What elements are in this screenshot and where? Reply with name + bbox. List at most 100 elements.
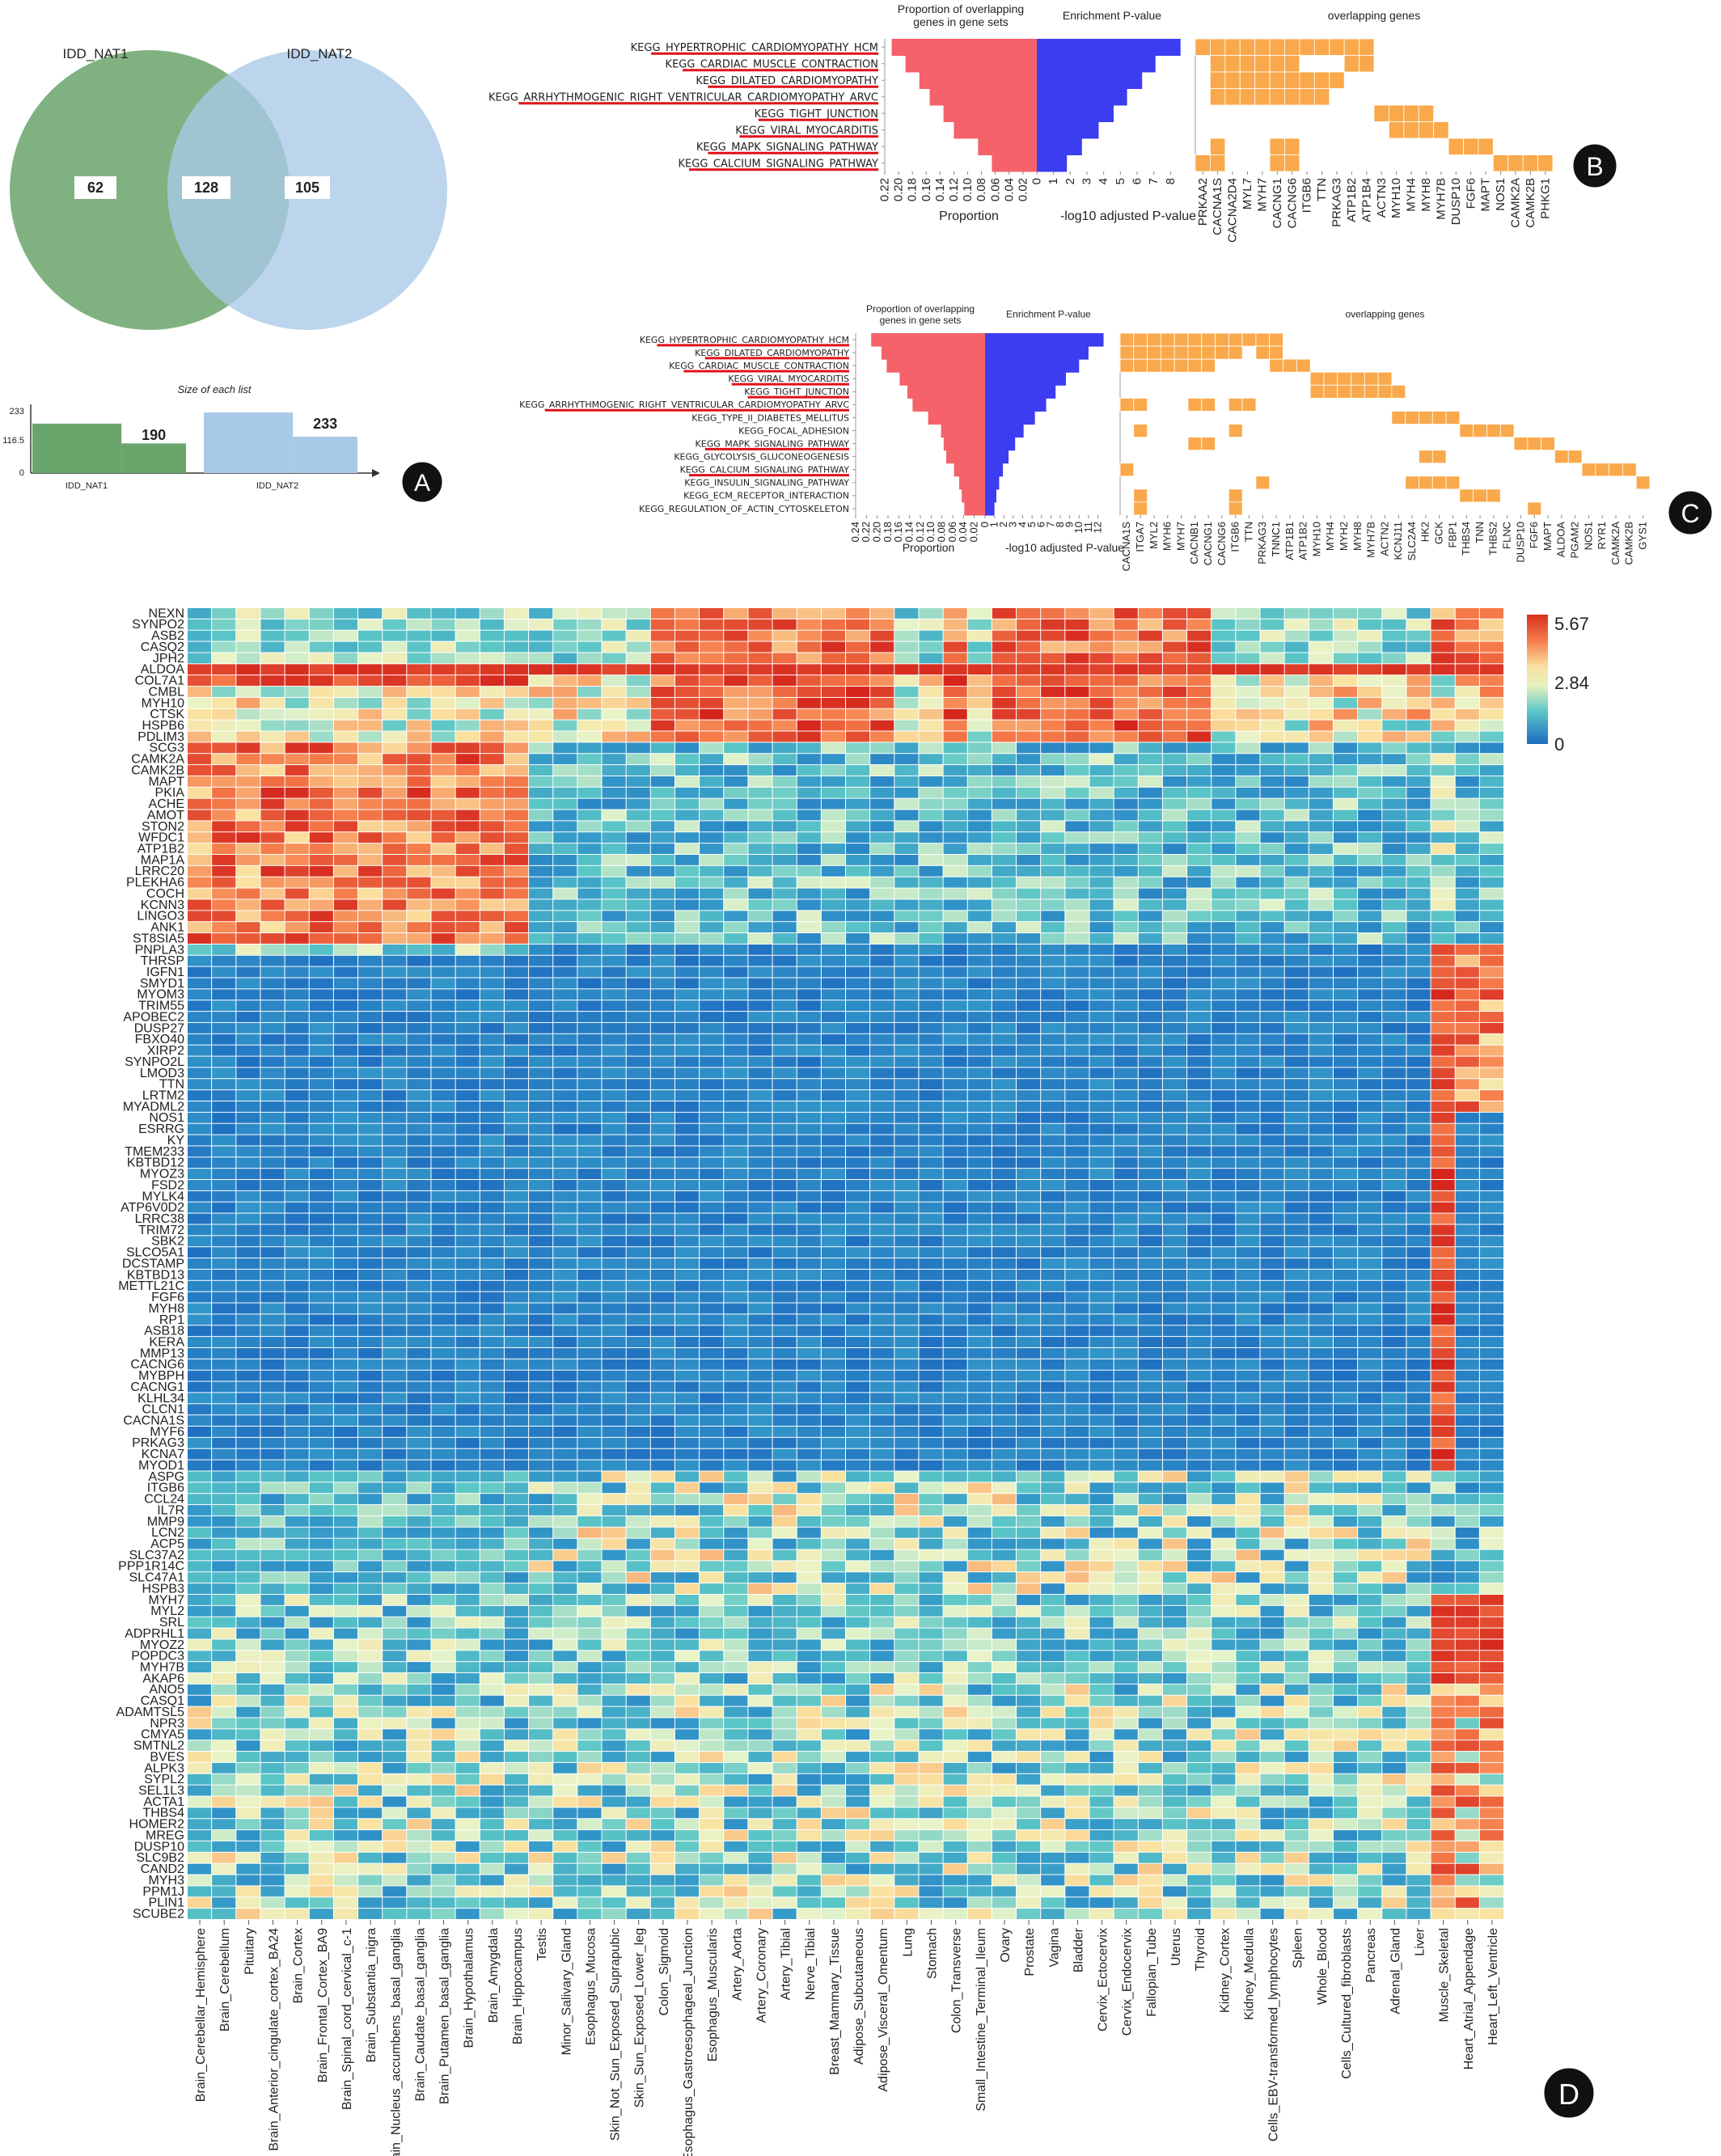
heatmap-cell [919, 966, 943, 978]
heatmap-cell [1358, 1314, 1382, 1325]
heatmap-cell [1382, 911, 1406, 922]
heatmap-cell [1358, 765, 1382, 776]
heatmap-cell [1406, 922, 1431, 933]
heatmap-cell [1406, 1067, 1431, 1079]
heatmap-cell [1236, 1135, 1260, 1146]
heatmap-cell [1382, 1236, 1406, 1247]
heatmap-cell [358, 989, 383, 1000]
heatmap-cell [212, 687, 236, 697]
heatmap-cell [797, 1393, 821, 1404]
heatmap-cell [333, 608, 358, 619]
heatmap-cell [407, 1291, 431, 1303]
venn-count-only-a: 62 [87, 180, 104, 196]
heatmap-cell [1455, 608, 1479, 619]
heatmap-cell [821, 1180, 845, 1190]
heatmap-cell [529, 1045, 553, 1056]
heatmap-cell [626, 1157, 650, 1169]
heatmap-cell [1406, 619, 1431, 630]
panel-label-a: A [414, 470, 430, 497]
heatmap-cell [236, 843, 260, 854]
heatmap-cell [748, 989, 772, 1000]
heatmap-cell [333, 1135, 358, 1146]
heatmap-cell [431, 955, 455, 966]
heatmap-cell [1114, 1370, 1138, 1381]
heatmap-cell [383, 720, 407, 731]
heatmap-cell [1211, 843, 1236, 854]
heatmap-cell [1065, 1303, 1089, 1314]
heatmap-cell [1333, 687, 1358, 697]
heatmap-cell [1187, 1067, 1211, 1079]
heatmap-cell [1260, 978, 1284, 989]
heatmap-cell [1309, 641, 1333, 653]
heatmap-cell [553, 966, 577, 978]
heatmap-cell [821, 687, 845, 697]
heatmap-cell [188, 641, 212, 653]
heatmap-cell [358, 798, 383, 810]
heatmap-cell [553, 1337, 577, 1347]
heatmap-cell [1382, 821, 1406, 832]
heatmap-cell [431, 911, 455, 922]
heatmap-cell [967, 1448, 992, 1460]
heatmap-cell [333, 641, 358, 653]
heatmap-cell [1358, 1157, 1382, 1169]
heatmap-cell [212, 1236, 236, 1247]
heatmap-cell [1479, 1291, 1503, 1303]
heatmap-cell [1260, 731, 1284, 742]
heatmap-cell [455, 966, 480, 978]
heatmap-cell [309, 675, 333, 687]
overlap-cell [1463, 137, 1479, 155]
heatmap-cell [1455, 1180, 1479, 1190]
heatmap-cell [188, 687, 212, 697]
heatmap-cell [650, 1202, 674, 1213]
heatmap-cell [1017, 1090, 1041, 1101]
heatmap-cell [577, 1427, 602, 1437]
heatmap-cell [285, 1359, 309, 1370]
heatmap-cell [992, 619, 1017, 630]
heatmap-cell [1358, 1448, 1382, 1460]
heatmap-cell [626, 854, 650, 865]
heatmap-cell [650, 1012, 674, 1022]
heatmap-cell [894, 933, 919, 944]
heatmap-cell [260, 978, 285, 989]
heatmap-cell [1431, 1135, 1455, 1146]
heatmap-cell [383, 641, 407, 653]
heatmap-cell [1333, 1067, 1358, 1079]
gene-label: CACNA1S [1211, 178, 1224, 235]
heatmap-cell [236, 810, 260, 821]
heatmap-cell [1089, 1314, 1114, 1325]
heatmap-cell [504, 922, 529, 933]
heatmap-cell [1138, 1190, 1162, 1202]
overlap-cell [1478, 137, 1494, 155]
heatmap-cell [358, 1494, 383, 1505]
heatmap-cell [626, 664, 650, 675]
heatmap-cell [894, 1314, 919, 1325]
heatmap-cell [383, 1269, 407, 1280]
heatmap-cell [846, 687, 870, 697]
heatmap-cell [455, 1146, 480, 1157]
heatmap-cell [455, 1359, 480, 1370]
heatmap-cell [1455, 1427, 1479, 1437]
heatmap-cell [1309, 1067, 1333, 1079]
heatmap-cell [943, 989, 967, 1000]
heatmap-cell [1382, 1347, 1406, 1359]
heatmap-cell [1455, 1325, 1479, 1337]
heatmap-cell [1431, 720, 1455, 731]
heatmap-cell [797, 1067, 821, 1079]
overlap-cell [1522, 154, 1538, 172]
heatmap-cell [1236, 664, 1260, 675]
heatmap-cell [529, 1079, 553, 1090]
heatmap-cell [674, 1393, 700, 1404]
heatmap-cell [943, 1056, 967, 1067]
heatmap-cell [480, 966, 504, 978]
heatmap-cell [1041, 1101, 1065, 1112]
heatmap-cell [724, 1291, 748, 1303]
heatmap-cell [650, 821, 674, 832]
heatmap-cell [480, 832, 504, 843]
heatmap-cell [383, 608, 407, 619]
heatmap-cell [748, 1056, 772, 1067]
heatmap-cell [1406, 1022, 1431, 1034]
heatmap-cell [1138, 754, 1162, 765]
heatmap-cell [333, 966, 358, 978]
heatmap-cell [480, 1494, 504, 1505]
heatmap-cell [992, 1359, 1017, 1370]
